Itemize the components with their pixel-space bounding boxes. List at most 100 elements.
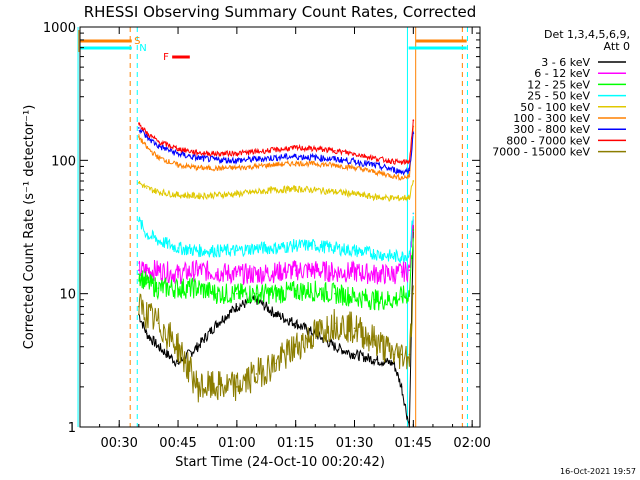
data-point	[412, 229, 415, 231]
series-line	[138, 285, 414, 403]
y-axis-label: Corrected Count Rate (s⁻¹ detector⁻¹)	[22, 105, 37, 350]
data-point	[177, 345, 179, 348]
data-point	[334, 271, 336, 273]
data-point	[236, 273, 238, 275]
data-point	[138, 220, 140, 222]
data-point	[177, 152, 179, 155]
data-point	[373, 164, 375, 166]
legend-label: 100 - 300 keV	[513, 112, 590, 125]
data-point	[334, 149, 336, 152]
data-point	[275, 313, 277, 316]
x-tick-label: 00:30	[100, 436, 137, 451]
data-point	[255, 247, 258, 249]
data-point	[400, 161, 403, 164]
x-axis: 00:30 00:45 01:00 01:15 01:30 01:45 02:00	[79, 27, 491, 451]
data-point	[294, 322, 297, 325]
flag-f-label: F	[163, 52, 169, 63]
data-point	[275, 189, 277, 191]
legend-label: 3 - 6 keV	[541, 56, 590, 69]
data-point	[145, 136, 148, 138]
plot-frame	[79, 26, 481, 428]
data-point	[408, 269, 411, 271]
data-point	[216, 249, 219, 252]
data-point	[400, 353, 403, 356]
data-point	[216, 322, 219, 325]
data-point	[196, 345, 199, 348]
data-point	[373, 339, 375, 341]
legend-label: 6 - 12 keV	[534, 67, 590, 80]
x-tick-label: 00:45	[159, 436, 196, 451]
data-point	[145, 146, 148, 149]
data-point	[314, 244, 317, 247]
data-point	[294, 147, 297, 149]
x-tick-label: 01:00	[218, 436, 255, 451]
data-point	[275, 247, 277, 249]
x-tick-label: 01:15	[277, 436, 314, 451]
legend-label: 12 - 25 keV	[527, 78, 590, 91]
data-point	[145, 282, 148, 284]
data-point	[138, 181, 140, 184]
data-point	[392, 255, 395, 258]
data-point	[334, 322, 336, 325]
data-point	[236, 159, 238, 162]
series-line	[138, 125, 414, 181]
series-line	[138, 180, 414, 202]
data-point	[353, 249, 356, 252]
data-point	[334, 191, 336, 193]
data-point	[236, 292, 238, 295]
data-point	[177, 287, 179, 289]
data-point	[255, 292, 258, 295]
data-point	[294, 155, 297, 158]
data-point	[157, 145, 160, 147]
series-3	[138, 212, 415, 264]
data-point	[400, 271, 403, 273]
legend-label: 300 - 800 keV	[513, 123, 590, 136]
data-point	[255, 273, 258, 275]
data-point	[373, 157, 375, 159]
data-point	[236, 249, 238, 252]
data-point	[400, 255, 403, 258]
data-point	[353, 271, 356, 273]
data-point	[314, 333, 317, 335]
data-point	[294, 188, 297, 190]
data-point	[400, 171, 403, 173]
data-point	[400, 295, 403, 298]
data-point	[275, 292, 277, 295]
data-point	[334, 158, 336, 160]
y-tick-label: 100	[51, 154, 76, 169]
data-point	[275, 156, 277, 159]
data-point	[216, 167, 219, 170]
data-point	[392, 197, 395, 199]
data-point	[196, 157, 199, 159]
data-point	[196, 195, 199, 197]
data-point	[392, 273, 395, 275]
data-point	[196, 269, 199, 271]
data-point	[314, 163, 317, 165]
data-point	[353, 193, 356, 195]
data-point	[145, 187, 148, 189]
data-point	[353, 295, 356, 298]
data-point	[412, 212, 415, 215]
data-point	[157, 239, 160, 242]
series-2	[138, 229, 415, 311]
data-point	[157, 156, 160, 159]
data-point	[216, 194, 219, 196]
data-point	[314, 290, 317, 292]
chart-title: RHESSI Observing Summary Count Rates, Co…	[84, 3, 477, 21]
data-point	[294, 162, 297, 165]
data-point	[373, 171, 375, 173]
data-point	[236, 193, 238, 195]
data-point	[177, 273, 179, 275]
data-point	[138, 127, 140, 129]
series-line	[138, 216, 414, 264]
y-tick-label: 1000	[43, 21, 76, 36]
data-point	[373, 298, 375, 301]
data-point	[216, 271, 219, 273]
data-point	[216, 152, 219, 155]
data-point	[157, 191, 160, 193]
data-point	[373, 252, 375, 255]
data-point	[138, 136, 140, 138]
data-point	[408, 353, 411, 356]
legend-header-line-1: Det 1,3,4,5,6,9,	[544, 28, 630, 41]
